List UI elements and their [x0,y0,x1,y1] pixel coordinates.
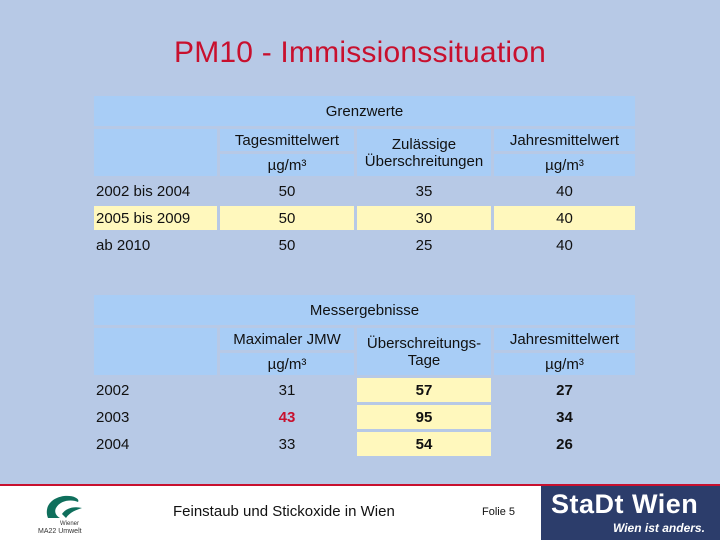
unit-label: µg/m³ [220,353,354,375]
brand-name: StaDt Wien [551,489,699,519]
table-row: 2002 bis 2004 50 35 40 [96,182,573,200]
logo-small-text: Wiener [60,521,80,527]
brand-tagline: Wien ist anders. [613,521,705,535]
logo-umwelt-text: MA22 Umwelt [38,528,82,535]
table-header: Grenzwerte [94,96,635,126]
table-row-highlighted: 2005 bis 2009 50 30 40 [94,206,635,230]
col-header-jahresmittelwert: Jahresmittelwert [494,129,635,151]
unit-label: µg/m³ [220,154,354,176]
unit-label: µg/m³ [494,353,635,375]
table-row: 2002 31 57 27 [94,378,635,402]
stadt-wien-logo: StaDt Wien Wien ist anders. [541,486,720,540]
unit-label: µg/m³ [494,154,635,176]
header-empty-cell [94,129,217,176]
col-header-tagesmittelwert: Tagesmittelwert [220,129,354,151]
col-header-jahresmittelwert: Jahresmittelwert [494,328,635,350]
header-empty-cell [94,328,217,375]
col-header-ueberschreitungen: Zulässige Überschreitungen [357,129,491,176]
col-header-maximaler-jmw: Maximaler JMW [220,328,354,350]
ma22-logo: Wiener MA22 Umwelt [34,490,104,538]
footer-text: Feinstaub und Stickoxide in Wien [173,503,395,520]
table-row: 2003 43 95 34 [94,405,635,429]
table-row: 2004 33 54 26 [94,432,635,456]
col-header-ueberschreitungstage: Überschreitungs- Tage [357,328,491,375]
ma22-logo-icon [46,495,82,518]
slide-number: Folie 5 [482,506,516,518]
grenzwerte-table: Grenzwerte Tagesmittelwert Zulässige Übe… [91,93,638,260]
table-row: ab 2010 50 25 40 [96,236,573,254]
messergebnisse-table: Messergebnisse Maximaler JMW Überschreit… [91,292,638,459]
slide-title: PM10 - Immissionssituation [174,36,546,69]
table-header: Messergebnisse [94,295,635,325]
